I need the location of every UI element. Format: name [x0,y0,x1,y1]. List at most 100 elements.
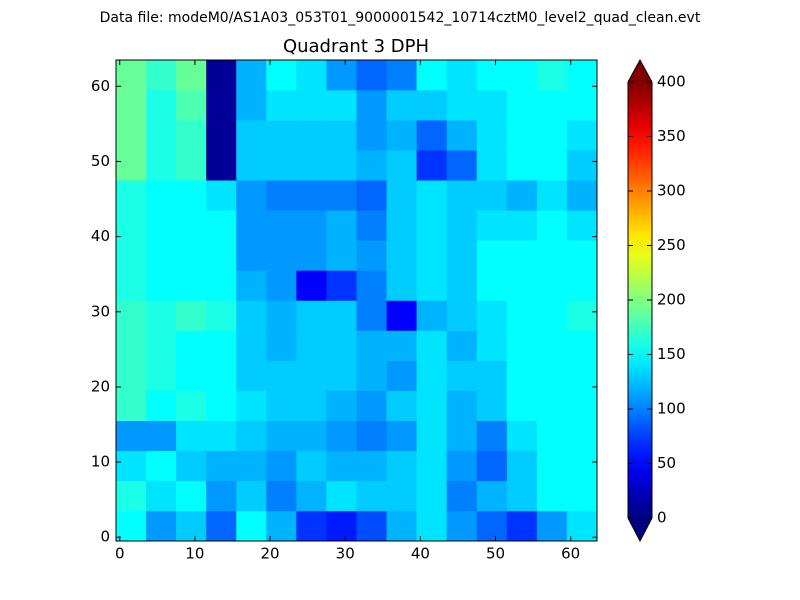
heatmap-cell [146,180,177,211]
heatmap-cell [416,60,447,91]
heatmap-cell [386,90,417,121]
heatmap-cell [116,480,147,512]
heatmap-cell [206,390,237,422]
heatmap-cell [536,90,568,121]
heatmap-cell [386,510,417,542]
heatmap-cell [566,210,598,241]
heatmap-cell [296,180,327,211]
heatmap-cell [446,480,478,512]
y-tick-label: 60 [91,77,110,95]
heatmap-cell [296,300,327,331]
heatmap-cell [356,180,387,211]
heatmap-cell [416,300,447,331]
heatmap-cell [506,510,538,542]
heatmap-cell [416,180,447,211]
y-tick-label: 40 [91,227,110,245]
plot-frame [115,59,598,542]
heatmap-cell [446,270,478,301]
heatmap-cell [326,120,357,151]
heatmap-cell [326,90,357,121]
x-tick-label: 60 [561,545,580,563]
heatmap-cell [146,120,177,151]
colorbar-tick-label: 250 [657,236,686,254]
colorbar-tick-label: 400 [657,73,686,91]
heatmap-cell [536,210,568,241]
heatmap-cell [146,150,177,181]
heatmap-cell [506,90,538,121]
heatmap-cell [146,330,177,361]
x-tick-label: 50 [486,545,505,563]
heatmap-cell [116,510,147,542]
heatmap-cell [266,390,297,422]
heatmap-cell [446,120,478,151]
heatmap-cell [536,270,568,301]
heatmap-cell [206,90,237,121]
heatmap-cell [266,210,297,241]
heatmap-cell [116,90,147,121]
heatmap-cell [266,240,297,271]
heatmap-cell [356,240,387,271]
heatmap-cell [266,420,297,452]
heatmap-cell [146,420,177,452]
heatmap-cell [326,510,357,542]
colorbar-tick-label: 300 [657,182,686,200]
heatmap-cell [236,90,267,121]
heatmap-cell [566,480,598,512]
x-tick-label: 10 [185,545,204,563]
heatmap-cell [326,300,357,331]
heatmap-cell [476,360,508,391]
heatmap-cell [296,150,327,181]
heatmap-cell [476,420,508,452]
heatmap-cell [266,60,297,91]
heatmap-cell [236,330,267,361]
heatmap-cell [176,510,207,542]
heatmap-cell [536,330,568,361]
heatmap-cell [116,450,147,482]
heatmap-cell [476,330,508,361]
heatmap-cell [416,330,447,361]
heatmap-cell [446,60,478,91]
heatmap-cell [266,300,297,331]
heatmap-cell [536,60,568,91]
heatmap-cell [206,210,237,241]
chart-title: Quadrant 3 DPH [283,36,429,57]
heatmap-cell [296,390,327,422]
heatmap-cell [176,120,207,151]
heatmap-cell [476,270,508,301]
heatmap-cell [146,240,177,271]
x-tick-label: 30 [336,545,355,563]
heatmap-cell [206,480,237,512]
heatmap-cell [476,60,508,91]
heatmap-cell [386,60,417,91]
heatmap-cell [236,450,267,482]
heatmap-cell [116,150,147,181]
heatmap-cell [146,90,177,121]
heatmap-cell [296,450,327,482]
heatmap-cell [566,270,598,301]
heatmap-cell [446,330,478,361]
heatmap-cell [386,330,417,361]
heatmap-cell [506,240,538,271]
heatmap-cell [476,240,508,271]
colorbar-tick-label: 350 [657,127,686,145]
heatmap-cell [296,60,327,91]
heatmap-cell [176,300,207,331]
heatmap-cell [356,300,387,331]
heatmap-cell [296,210,327,241]
heatmap-cell [266,480,297,512]
heatmap-cell [446,510,478,542]
colorbar-tick-label: 100 [657,400,686,418]
heatmap-cell [416,270,447,301]
heatmap-cell [296,510,327,542]
heatmap-cell [326,390,357,422]
heatmap-cell [506,210,538,241]
heatmap-cell [236,270,267,301]
heatmap-cell [476,180,508,211]
heatmap-cell [326,240,357,271]
heatmap-cell [536,360,568,391]
heatmap-cell [476,150,508,181]
heatmap-cell [506,390,538,422]
heatmap-cell [356,150,387,181]
heatmap-cell [176,270,207,301]
